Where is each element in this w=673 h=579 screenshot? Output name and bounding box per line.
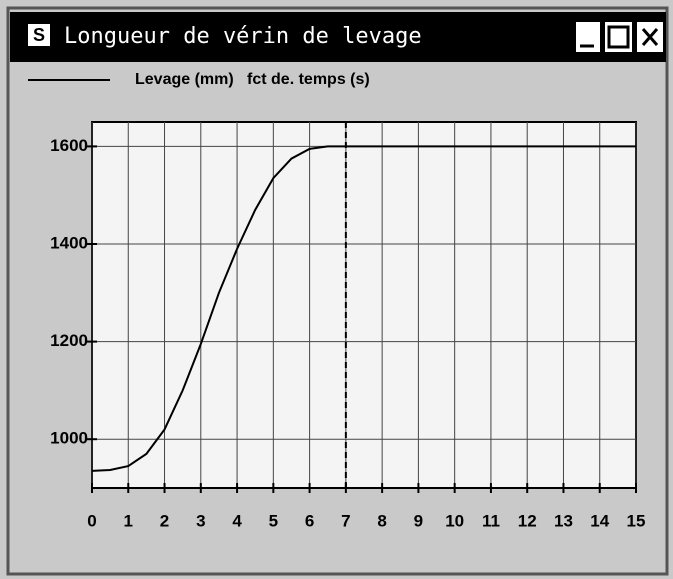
plot-area	[91, 121, 637, 489]
maximize-icon	[607, 25, 630, 49]
window-frame	[6, 6, 669, 576]
app-icon-glyph: S	[33, 25, 45, 45]
x-tick-label: 15	[627, 511, 646, 530]
app-icon	[28, 24, 50, 46]
x-tick-label: 14	[590, 511, 609, 530]
x-tick-label: 7	[341, 511, 350, 530]
x-tick-label: 12	[518, 511, 537, 530]
window-title: Longueur de vérin de levage	[64, 24, 422, 49]
x-tick-label: 1	[124, 511, 133, 530]
y-tick-label: 1000	[50, 429, 88, 448]
y-tick-label: 1400	[50, 233, 88, 252]
x-tick-label: 2	[160, 511, 169, 530]
x-tick-label: 5	[269, 511, 278, 530]
x-tick-label: 8	[377, 511, 386, 530]
x-tick-label: 11	[482, 511, 500, 530]
x-tick-label: 4	[232, 511, 242, 530]
close-icon	[641, 28, 659, 46]
y-tick-label: 1200	[50, 331, 88, 350]
x-tick-label: 13	[554, 511, 573, 530]
x-tick-label: 10	[445, 511, 464, 530]
x-tick-label: 3	[196, 511, 205, 530]
x-tick-label: 0	[87, 511, 96, 530]
legend-label: Levage (mm) fct de. temps (s)	[135, 71, 370, 88]
x-tick-label: 9	[414, 511, 423, 530]
x-tick-label: 6	[305, 511, 314, 530]
y-tick-label: 1600	[50, 136, 88, 155]
line-series	[91, 145, 636, 472]
title-bar	[10, 12, 666, 62]
